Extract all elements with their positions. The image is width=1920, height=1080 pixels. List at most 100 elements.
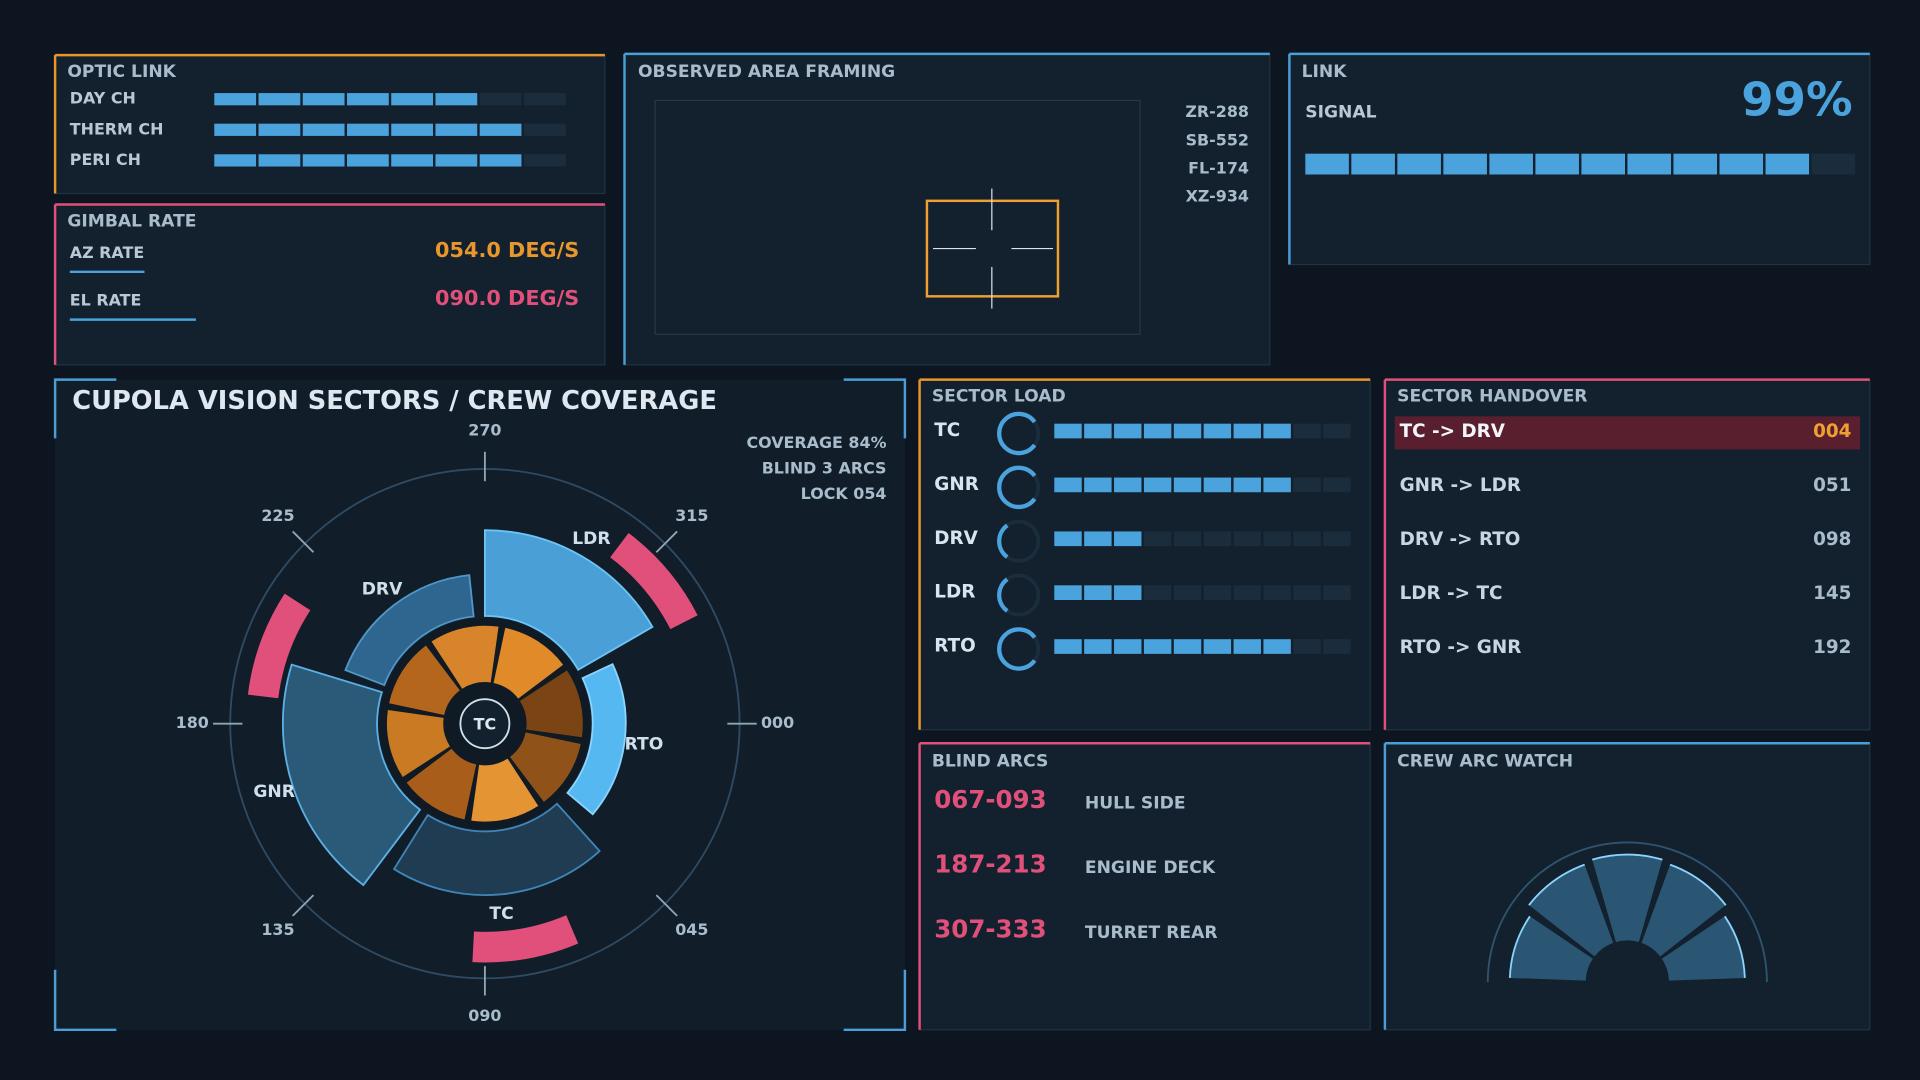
panel-title: BLIND ARCS <box>932 752 1049 772</box>
bar-segment <box>1054 639 1082 654</box>
bar-segment <box>1114 639 1142 654</box>
rate-label: AZ RATE <box>70 243 144 262</box>
bar-segment <box>479 154 522 167</box>
bar-segment <box>1054 585 1082 600</box>
inner-segment <box>386 710 450 778</box>
handover-pair: TC -> DRV <box>1400 421 1506 442</box>
bar-segment <box>1627 153 1672 175</box>
bearing-label: 135 <box>261 920 294 939</box>
bar-segment <box>435 93 478 106</box>
channel-label: PERI CH <box>70 150 141 169</box>
load-label: LDR <box>934 582 975 603</box>
inner-segment <box>406 748 477 820</box>
bar-segment <box>1054 423 1082 439</box>
bar-track <box>1293 423 1321 439</box>
inner-segment <box>509 732 581 802</box>
bar-segment <box>1233 639 1261 654</box>
watch-wedge-edge <box>1724 915 1746 978</box>
bar-segment <box>258 93 301 106</box>
bar-segment <box>1054 477 1082 493</box>
bearing-label: 045 <box>675 920 708 939</box>
channel-label: THERM CH <box>70 119 164 138</box>
bar-segment <box>1084 639 1112 654</box>
inner-segment <box>431 625 499 689</box>
rate-value: 090.0 DEG/S <box>435 286 579 310</box>
bearing-tick <box>292 894 315 917</box>
bar-segment <box>1673 153 1718 175</box>
crew-sector <box>281 663 422 887</box>
load-gauge <box>997 523 1009 559</box>
bar-track <box>1323 639 1351 654</box>
panel-title: GIMBAL RATE <box>67 212 196 232</box>
center-label: TC <box>474 714 497 733</box>
watch-wedge-edge <box>1508 915 1531 978</box>
watch-wedge-edge <box>1591 853 1663 861</box>
panel <box>623 53 1271 366</box>
bearing-tick <box>655 530 678 553</box>
bar-track <box>1263 531 1291 547</box>
watch-wedge <box>1528 864 1614 957</box>
load-gauge <box>997 627 1037 671</box>
bar-segment <box>346 123 389 136</box>
watch-wedge <box>1509 916 1593 981</box>
bar-segment <box>1203 639 1232 654</box>
bar-segment <box>479 123 522 136</box>
frame-view <box>654 99 1141 335</box>
bar-segment <box>1203 477 1232 493</box>
blind-range: 187-213 <box>934 850 1046 879</box>
load-label: DRV <box>934 528 978 549</box>
handover-code: 192 <box>1813 637 1851 658</box>
frame-code: FL-174 <box>1188 158 1249 177</box>
blind-arc <box>247 593 311 699</box>
bearing-label: 315 <box>675 506 708 525</box>
bar-track <box>1811 153 1856 175</box>
load-gauge <box>997 411 1037 456</box>
handover-pair: RTO -> GNR <box>1400 637 1522 658</box>
handover-code: 004 <box>1813 421 1851 442</box>
coverage-status: COVERAGE 84% <box>746 433 886 452</box>
watch-wedge-edge <box>1669 863 1727 906</box>
bar-track <box>1173 585 1202 600</box>
bar-segment <box>214 123 257 136</box>
load-label: TC <box>934 420 960 441</box>
bar-segment <box>1114 531 1142 547</box>
crew-sector <box>566 662 627 816</box>
handover-code: 051 <box>1813 475 1851 496</box>
bar-segment <box>258 154 301 167</box>
panel <box>918 742 1371 1031</box>
bar-track <box>1233 585 1261 600</box>
bar-segment <box>1173 423 1202 439</box>
bar-segment <box>1581 153 1625 175</box>
bar-segment <box>214 93 257 106</box>
bar-segment <box>391 154 434 167</box>
bar-segment <box>1765 153 1810 175</box>
bar-track <box>1323 477 1351 493</box>
frame-code: XZ-934 <box>1186 187 1249 206</box>
blind-range: 067-093 <box>934 785 1046 814</box>
bar-segment <box>1114 423 1142 439</box>
bar-segment <box>302 93 345 106</box>
corner-bracket <box>53 378 117 439</box>
bar-segment <box>1719 153 1764 175</box>
bar-segment <box>214 154 257 167</box>
bar-track <box>1323 423 1351 439</box>
inner-segment <box>471 758 539 822</box>
corner-bracket <box>843 969 907 1032</box>
bar-segment <box>1489 153 1533 175</box>
bar-segment <box>1114 585 1142 600</box>
bearing-label: 270 <box>468 421 501 440</box>
bar-track <box>523 93 566 106</box>
coverage-status: BLIND 3 ARCS <box>762 458 887 477</box>
bar-track <box>1143 531 1172 547</box>
panel-title: SECTOR LOAD <box>932 387 1066 407</box>
center-hub <box>459 698 511 750</box>
bar-track <box>1293 477 1321 493</box>
bar-segment <box>1263 423 1291 439</box>
bar-segment <box>302 123 345 136</box>
bar-segment <box>1173 477 1202 493</box>
bar-segment <box>1084 423 1112 439</box>
sector-label: LDR <box>572 529 610 549</box>
bar-segment <box>346 93 389 106</box>
